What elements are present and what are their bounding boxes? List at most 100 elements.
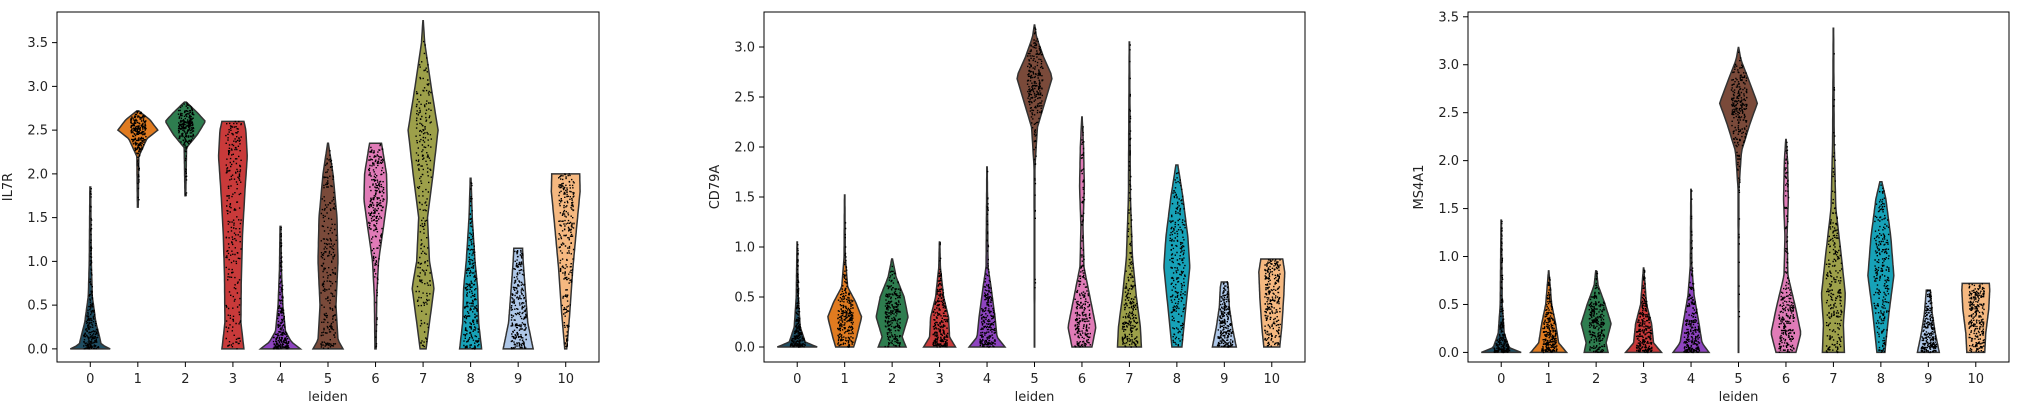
points-4 — [272, 226, 290, 350]
violin-4 — [258, 225, 303, 350]
x-tick-label: 10 — [557, 372, 574, 387]
violin-0 — [69, 186, 111, 350]
violin-8 — [1867, 180, 1895, 354]
y-axis-label: MS4A1 — [1412, 165, 1427, 210]
x-tick-label: 1 — [841, 372, 849, 387]
x-tick-label: 5 — [1734, 372, 1742, 387]
x-tick-label: 7 — [1829, 372, 1837, 387]
y-tick-label: 2.0 — [27, 167, 48, 182]
violin-4 — [967, 166, 1007, 348]
y-tick-label: 1.5 — [27, 211, 48, 226]
x-tick-label: 5 — [324, 372, 332, 387]
violin-3 — [1623, 267, 1664, 354]
points-6 — [1074, 126, 1091, 348]
x-tick-label: 6 — [371, 372, 379, 387]
violin-7 — [407, 20, 439, 350]
x-tick-label: 1 — [1545, 372, 1553, 387]
y-tick-label: 3.5 — [1438, 10, 1459, 25]
x-axis-label: leiden — [308, 390, 348, 405]
x-tick-label: 2 — [888, 372, 896, 387]
violin-6 — [1067, 116, 1097, 348]
points-8 — [1873, 184, 1890, 353]
points-8 — [1169, 172, 1186, 347]
y-tick-label: 2.5 — [734, 91, 755, 106]
points-6 — [1778, 141, 1795, 353]
violin-7 — [1820, 27, 1846, 354]
x-tick-label: 0 — [793, 372, 801, 387]
x-tick-label: 9 — [1220, 372, 1228, 387]
points-5 — [1730, 51, 1748, 318]
points-5 — [1026, 27, 1044, 289]
points-4 — [979, 170, 996, 348]
points-9 — [1216, 281, 1234, 348]
panel-il7r: 0.0 0.5 1.0 1.5 2.0 2.5 3.0 3.5 0 1 2 3 4 5 6 7 8 9 10 leid… — [1, 11, 600, 405]
x-tick-label: 2 — [1592, 372, 1600, 387]
y-tick-label: 1.5 — [1438, 202, 1459, 217]
y-axis-label: IL7R — [1, 173, 16, 201]
y-tick-label: 0.5 — [1438, 298, 1459, 313]
y-tick-label: 1.0 — [734, 241, 755, 256]
x-axis-label: leiden — [1719, 390, 1759, 405]
x-tick-label: 4 — [983, 372, 991, 387]
y-tick-label: 2.5 — [27, 124, 48, 139]
points-4 — [1683, 190, 1701, 354]
points-5 — [320, 150, 337, 349]
points-0 — [1493, 220, 1511, 354]
violin-4 — [1671, 188, 1711, 354]
y-tick-label: 0.0 — [734, 341, 755, 356]
y-tick-label: 1.0 — [27, 255, 48, 270]
points-1 — [1541, 276, 1558, 354]
x-tick-label: 6 — [1078, 372, 1086, 387]
x-tick-label: 9 — [1924, 372, 1932, 387]
x-tick-label: 7 — [1125, 372, 1133, 387]
violin-5 — [1016, 24, 1053, 348]
x-tick-label: 7 — [419, 372, 427, 387]
y-tick-label: 2.5 — [1438, 106, 1459, 121]
violin-10 — [550, 173, 581, 350]
x-tick-label: 4 — [276, 372, 284, 387]
violin-0 — [777, 241, 818, 348]
x-tick-label: 5 — [1030, 372, 1038, 387]
y-tick-label: 3.0 — [1438, 58, 1459, 73]
violin-6 — [363, 142, 388, 350]
panel-ms4a1: 0.0 0.5 1.0 1.5 2.0 2.5 3.0 3.5 0 1 2 3 4 5 6 7 8 9 10 leid… — [1412, 10, 2010, 405]
x-tick-label: 0 — [86, 372, 94, 387]
points-3 — [932, 242, 949, 348]
x-tick-label: 10 — [1968, 372, 1985, 387]
violin-8 — [1163, 164, 1191, 348]
points-3 — [225, 120, 242, 350]
x-tick-label: 10 — [1264, 372, 1281, 387]
x-tick-label: 8 — [1877, 372, 1885, 387]
y-tick-label: 0.0 — [27, 342, 48, 357]
points-8 — [463, 182, 480, 350]
y-tick-label: 0.5 — [27, 299, 48, 314]
x-tick-label: 3 — [1639, 372, 1647, 387]
y-tick-label: 2.0 — [734, 141, 755, 156]
points-7 — [415, 40, 432, 348]
x-tick-label: 6 — [1782, 372, 1790, 387]
x-axis-label: leiden — [1015, 390, 1055, 405]
violin-5 — [311, 142, 345, 350]
y-tick-label: 0.5 — [734, 291, 755, 306]
points-10 — [558, 173, 575, 348]
panel-cd79a: 0.0 0.5 1.0 1.5 2.0 2.5 3.0 0 1 2 3 4 5 6 7 8 9 10 leiden C… — [708, 11, 1306, 405]
points-10 — [1968, 283, 1985, 353]
points-1 — [130, 110, 147, 201]
x-tick-label: 3 — [935, 372, 943, 387]
violin-1 — [1528, 270, 1569, 354]
y-tick-label: 0.0 — [1438, 346, 1459, 361]
x-tick-label: 0 — [1497, 372, 1505, 387]
points-2 — [884, 265, 902, 348]
y-tick-label: 3.0 — [27, 80, 48, 95]
y-tick-label: 2.0 — [1438, 154, 1459, 169]
x-tick-label: 8 — [1173, 372, 1181, 387]
x-tick-label: 3 — [229, 372, 237, 387]
y-axis-label: CD79A — [708, 165, 723, 210]
violin-6 — [1770, 138, 1802, 354]
points-0 — [789, 244, 806, 348]
y-tick-label: 1.0 — [1438, 250, 1459, 265]
points-7 — [1121, 44, 1139, 348]
violin-3 — [217, 120, 248, 350]
violin-2 — [875, 258, 909, 348]
